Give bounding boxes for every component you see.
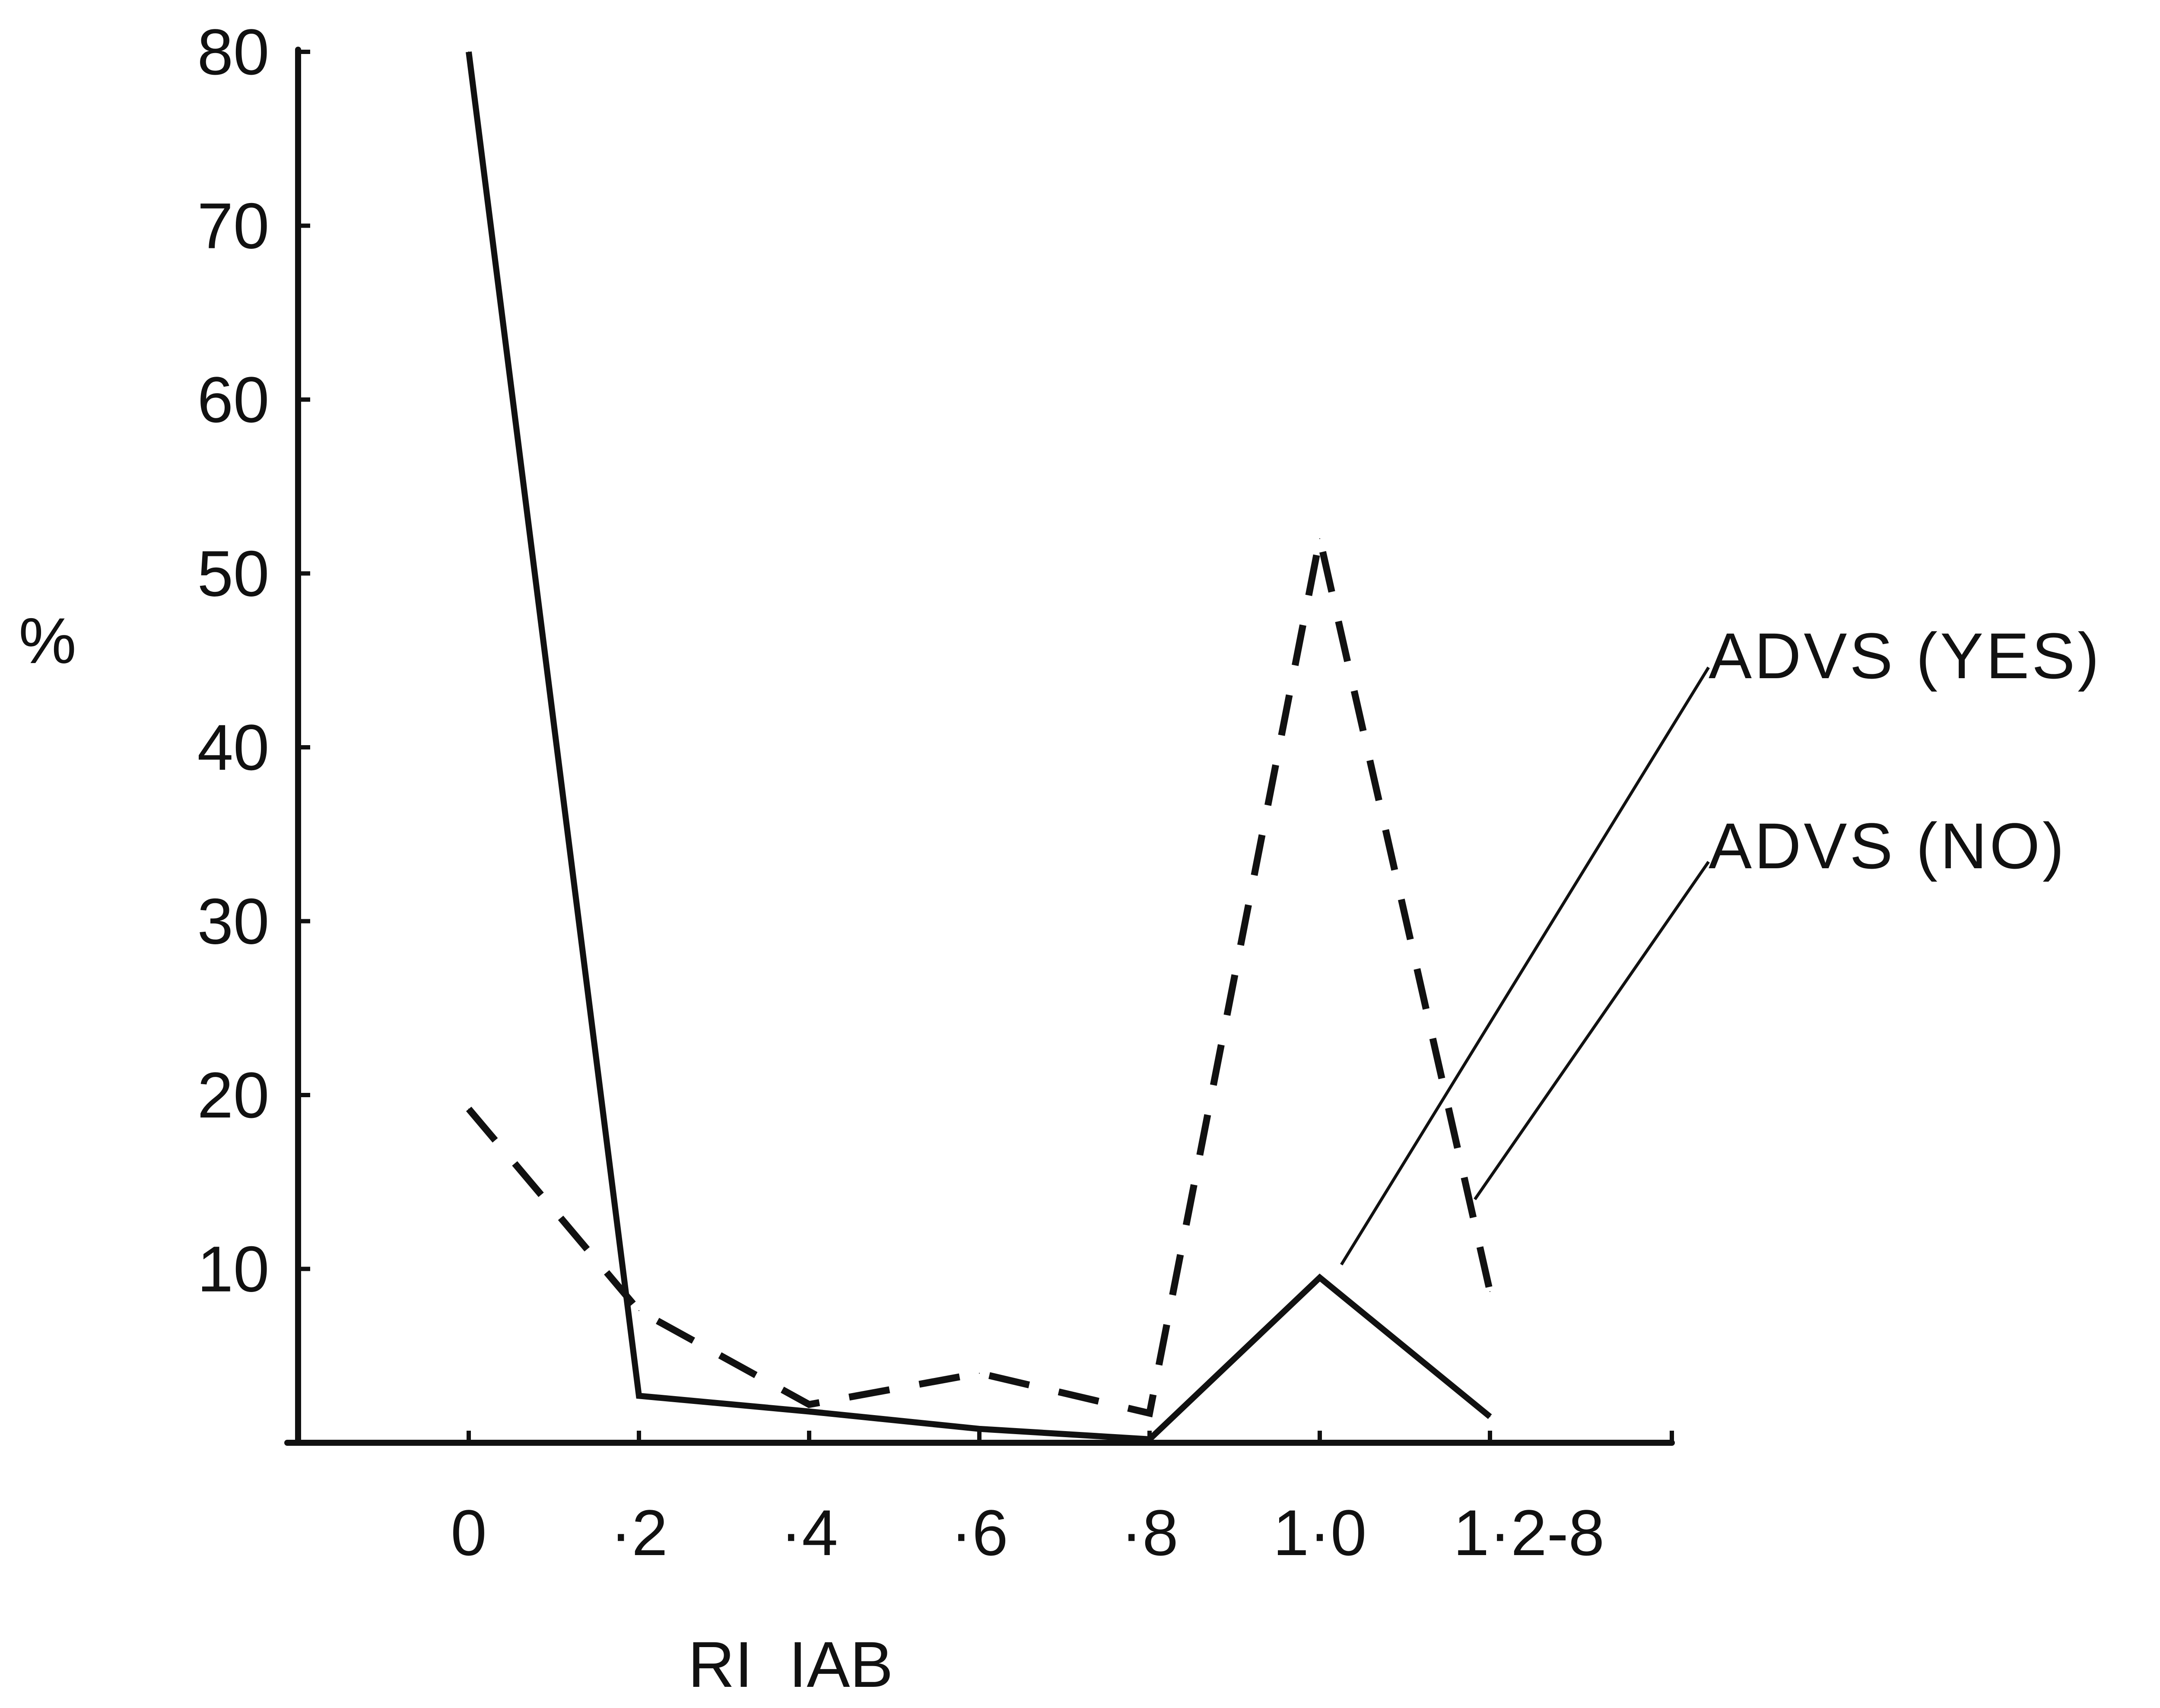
data-point: [979, 1373, 980, 1374]
data-point: [468, 1108, 469, 1110]
x-tick-label: 1·2-8: [1453, 1496, 1604, 1569]
data-point: [638, 1395, 639, 1397]
legend-label: ADVS (YES): [1709, 619, 2102, 692]
x-tick-label: 0: [451, 1496, 486, 1569]
x-tick-label: ·2: [610, 1496, 667, 1569]
data-point: [468, 51, 469, 52]
y-tick-label: 40: [197, 711, 270, 784]
y-tick-label: 70: [197, 190, 270, 262]
data-point: [1319, 538, 1320, 539]
legend-leader-line: [1340, 667, 1710, 1266]
data-point: [638, 1310, 639, 1311]
y-axis-ticks: 10 20 30 40 50 60 70 80: [197, 16, 310, 1305]
x-tick-label: 1·0: [1273, 1496, 1367, 1569]
data-point: [809, 1411, 810, 1412]
y-tick-label: 10: [197, 1233, 270, 1305]
legend-leader-line: [1474, 861, 1710, 1200]
x-tick-label: ·4: [780, 1496, 838, 1569]
legend: ADVS (YES) ADVS (NO): [1340, 619, 2102, 1266]
y-tick-label: 50: [197, 537, 270, 610]
x-axis-ticks: 0 ·2 ·4 ·6 ·8 1·0 1·2-8: [451, 1431, 1604, 1569]
data-point: [1149, 1413, 1150, 1414]
legend-label: ADVS (NO): [1709, 810, 2067, 882]
data-point: [1149, 1438, 1150, 1440]
y-tick-label: 80: [197, 16, 270, 88]
x-axis-title: RI IAB: [688, 1628, 893, 1701]
series-line-advs-yes: [466, 51, 1492, 1443]
data-point: [1319, 1277, 1320, 1278]
y-tick-label: 20: [197, 1059, 270, 1131]
x-tick-label: ·8: [1121, 1496, 1178, 1569]
data-point: [809, 1404, 810, 1405]
y-axis-title: %: [19, 604, 76, 677]
series-layer: [466, 51, 1493, 1443]
y-tick-label: 60: [197, 363, 270, 436]
y-tick-label: 30: [197, 885, 270, 958]
x-tick-label: ·6: [950, 1496, 1008, 1569]
